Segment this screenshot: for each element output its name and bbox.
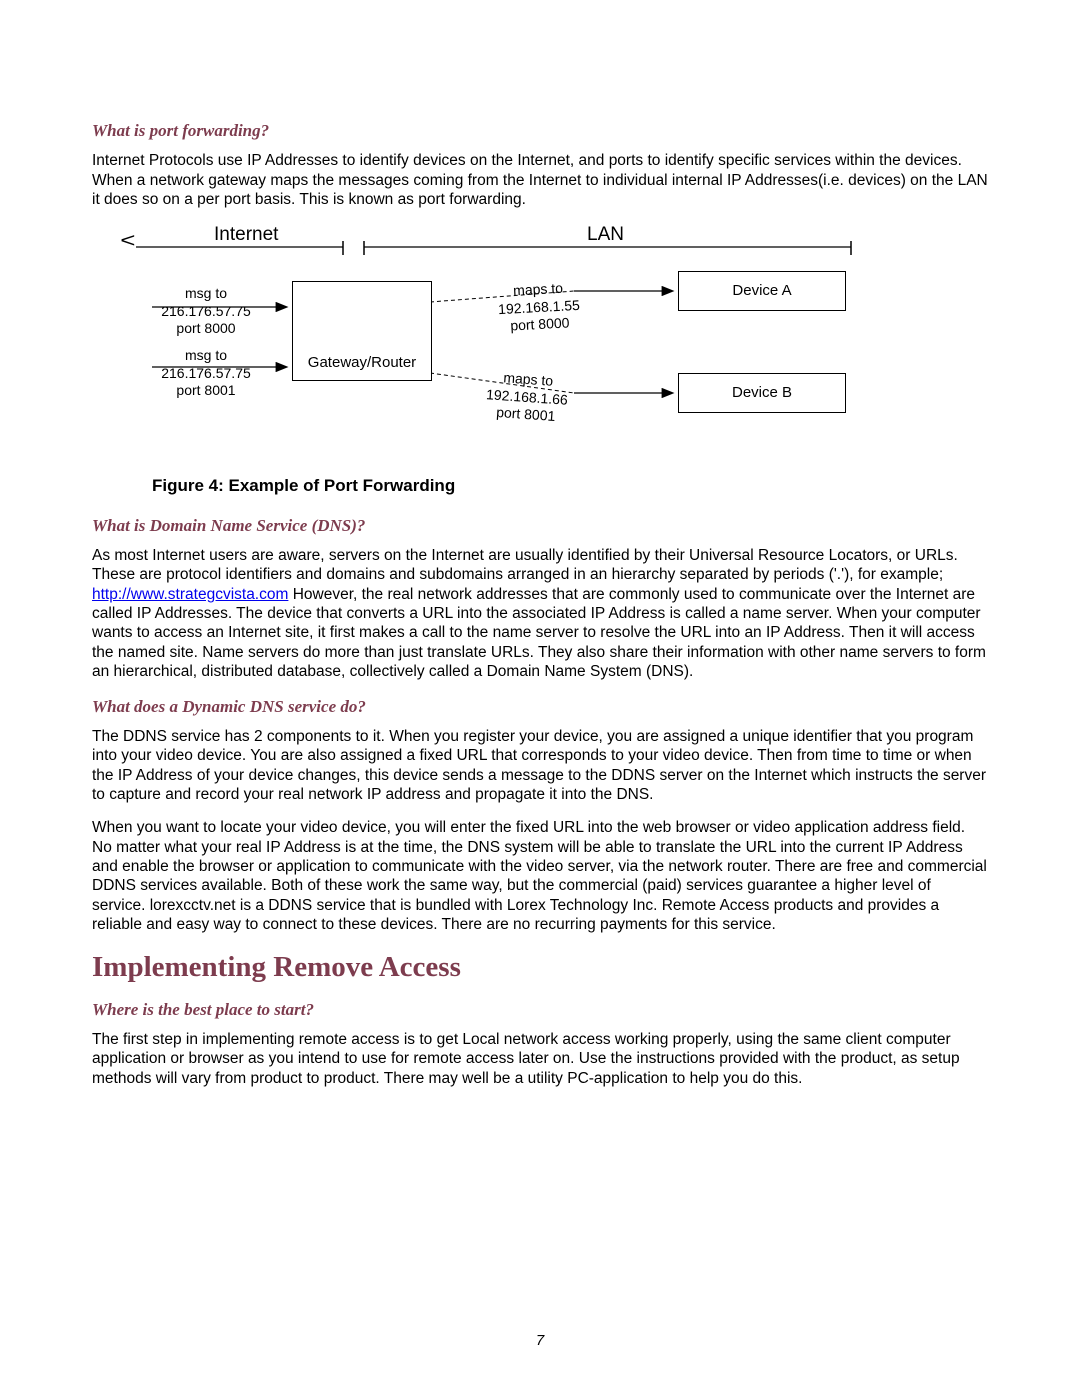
para-ddns-1: The DDNS service has 2 components to it.…	[92, 727, 988, 805]
heading-ddns: What does a Dynamic DNS service do?	[92, 696, 988, 717]
heading-implementing: Implementing Remove Access	[92, 949, 988, 985]
device-a-box: Device A	[678, 271, 846, 311]
para-start: The first step in implementing remote ac…	[92, 1030, 988, 1088]
heading-start: Where is the best place to start?	[92, 999, 988, 1020]
figure-caption: Figure 4: Example of Port Forwarding	[152, 475, 988, 496]
heading-port-forwarding: What is port forwarding?	[92, 120, 988, 141]
port-forwarding-diagram: < Internet LAN msg to 216.176.57.75 port…	[124, 223, 864, 443]
map-a: maps to 192.168.1.55 port 8000	[483, 279, 596, 337]
para-port-forwarding: Internet Protocols use IP Addresses to i…	[92, 151, 988, 209]
heading-dns: What is Domain Name Service (DNS)?	[92, 515, 988, 536]
dns-url-link[interactable]: http://www.strategcvista.com	[92, 586, 288, 603]
para-dns: As most Internet users are aware, server…	[92, 546, 988, 682]
map-b: maps to 192.168.1.66 port 8001	[470, 368, 583, 428]
device-b-box: Device B	[678, 373, 846, 413]
msg-b: msg to 216.176.57.75 port 8001	[156, 347, 256, 400]
page-number: 7	[0, 1332, 1080, 1351]
gateway-box: Gateway/Router	[292, 281, 432, 381]
para-ddns-2: When you want to locate your video devic…	[92, 818, 988, 934]
msg-a: msg to 216.176.57.75 port 8000	[156, 285, 256, 338]
